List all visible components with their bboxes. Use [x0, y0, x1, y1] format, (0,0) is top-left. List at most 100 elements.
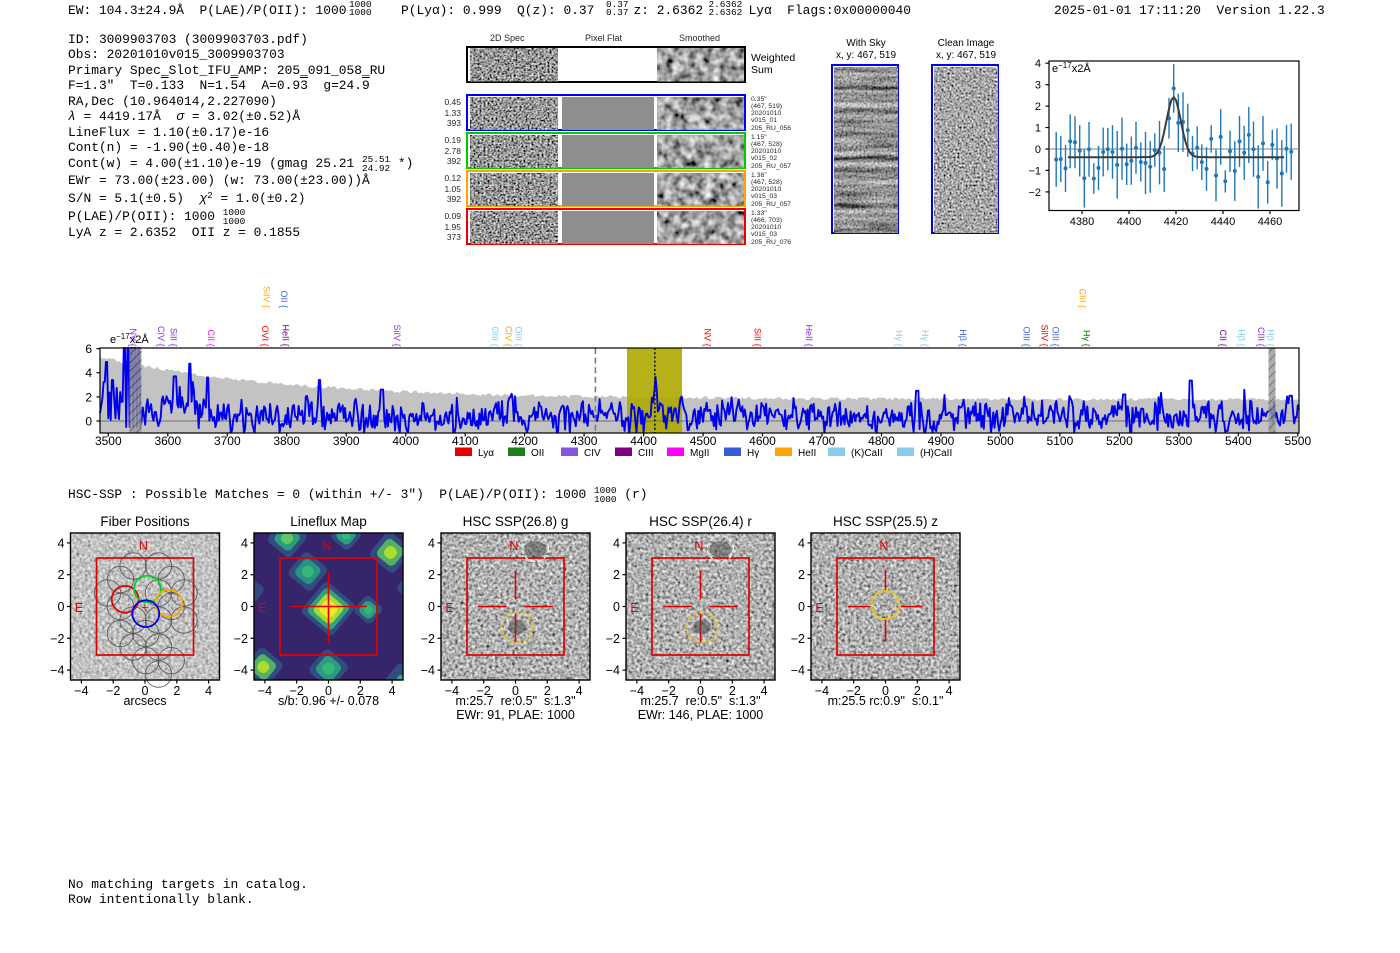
svg-text:4600: 4600 — [749, 434, 776, 448]
svg-text:4900: 4900 — [928, 434, 955, 448]
svg-text:−2: −2 — [50, 632, 64, 646]
svg-text:−1: −1 — [1028, 165, 1041, 177]
svg-text:SiII {: SiII { — [753, 328, 763, 347]
svg-text:2: 2 — [798, 568, 805, 582]
svg-text:4: 4 — [205, 684, 212, 698]
svg-text:4: 4 — [241, 536, 248, 550]
svg-text:4: 4 — [389, 684, 396, 698]
svg-text:HeII {: HeII { — [280, 324, 290, 346]
svg-text:0: 0 — [512, 684, 519, 698]
svg-text:−2: −2 — [847, 684, 861, 698]
svg-text:+: + — [141, 600, 149, 615]
svg-text:(H)CaII: (H)CaII — [920, 448, 952, 459]
svg-text:−2: −2 — [106, 684, 120, 698]
svg-text:4: 4 — [428, 536, 435, 550]
svg-text:0: 0 — [882, 684, 889, 698]
svg-text:OIII {: OIII { — [1022, 326, 1032, 346]
svg-text:−4: −4 — [791, 664, 805, 678]
svg-text:4: 4 — [58, 536, 65, 550]
svg-text:HeII: HeII — [798, 448, 816, 459]
svg-text:4380: 4380 — [1070, 216, 1094, 228]
svg-text:OIII {: OIII { — [1051, 326, 1061, 346]
svg-text:0: 0 — [613, 600, 620, 614]
svg-text:0: 0 — [798, 600, 805, 614]
svg-text:2: 2 — [241, 568, 248, 582]
svg-text:3600: 3600 — [154, 434, 181, 448]
svg-text:(K)CaII: (K)CaII — [851, 448, 883, 459]
svg-text:CIII {: CIII { — [1256, 327, 1266, 347]
svg-text:N: N — [139, 539, 148, 553]
svg-text:SiIV {: SiIV { — [1040, 324, 1050, 346]
svg-text:4400: 4400 — [630, 434, 657, 448]
svg-text:2: 2 — [173, 684, 180, 698]
svg-text:4200: 4200 — [511, 434, 538, 448]
svg-text:4420: 4420 — [1164, 216, 1188, 228]
svg-text:Lyα: Lyα — [478, 448, 494, 459]
svg-text:HSC SSP(26.4) r: HSC SSP(26.4) r — [649, 514, 752, 529]
svg-text:4: 4 — [946, 684, 953, 698]
svg-text:Fiber Positions: Fiber Positions — [100, 514, 190, 529]
svg-text:4100: 4100 — [452, 434, 479, 448]
svg-text:CIII {: CIII { — [1077, 288, 1087, 308]
svg-text:NV {: NV { — [703, 328, 713, 346]
svg-text:OII {: OII { — [279, 290, 289, 308]
svg-text:4: 4 — [613, 536, 620, 550]
svg-text:E: E — [815, 601, 823, 615]
svg-text:4700: 4700 — [809, 434, 836, 448]
svg-text:5000: 5000 — [987, 434, 1014, 448]
svg-text:5500: 5500 — [1284, 434, 1311, 448]
svg-text:−4: −4 — [815, 684, 829, 698]
svg-text:MgII: MgII — [690, 448, 709, 459]
svg-text:5200: 5200 — [1106, 434, 1133, 448]
svg-text:CIV {: CIV { — [503, 326, 513, 347]
svg-text:1: 1 — [1035, 123, 1041, 135]
svg-text:Hβ {: Hβ { — [958, 329, 968, 346]
svg-text:NV {: NV { — [128, 328, 138, 346]
svg-text:Hβ {: Hβ { — [1266, 329, 1276, 346]
svg-text:SiIV {: SiIV { — [261, 286, 271, 308]
svg-text:SiIV {: SiIV { — [392, 324, 402, 346]
svg-text:−2: −2 — [791, 632, 805, 646]
svg-text:HSC SSP(25.5) z: HSC SSP(25.5) z — [833, 514, 938, 529]
svg-text:−4: −4 — [606, 664, 620, 678]
svg-text:OVI {: OVI { — [260, 325, 270, 346]
svg-text:N: N — [694, 539, 703, 553]
svg-text:4: 4 — [85, 366, 92, 380]
svg-text:CIII: CIII — [638, 448, 654, 459]
svg-text:OIII {: OIII { — [490, 326, 500, 346]
svg-text:Hγ {: Hγ { — [1081, 330, 1091, 347]
svg-text:4: 4 — [1035, 58, 1041, 70]
svg-text:4: 4 — [798, 536, 805, 550]
svg-text:−2: −2 — [421, 632, 435, 646]
svg-text:N: N — [509, 539, 518, 553]
svg-text:N: N — [879, 539, 888, 553]
svg-text:E: E — [75, 601, 83, 615]
svg-text:0: 0 — [142, 684, 149, 698]
svg-text:4440: 4440 — [1211, 216, 1235, 228]
svg-text:2: 2 — [613, 568, 620, 582]
svg-text:E: E — [445, 601, 453, 615]
svg-text:4460: 4460 — [1258, 216, 1282, 228]
svg-text:−2: −2 — [606, 632, 620, 646]
svg-text:4000: 4000 — [392, 434, 419, 448]
svg-text:Hβ {: Hβ { — [1236, 329, 1246, 346]
svg-text:−2: −2 — [477, 684, 491, 698]
svg-text:6: 6 — [85, 342, 92, 356]
svg-text:4800: 4800 — [868, 434, 895, 448]
svg-text:−4: −4 — [421, 664, 435, 678]
svg-text:−2: −2 — [290, 684, 304, 698]
svg-text:4500: 4500 — [690, 434, 717, 448]
svg-text:5400: 5400 — [1225, 434, 1252, 448]
svg-text:−4: −4 — [234, 664, 248, 678]
svg-text:CIV {: CIV { — [156, 326, 166, 347]
svg-text:HeII {: HeII { — [804, 324, 814, 346]
svg-text:Hγ: Hγ — [747, 448, 759, 459]
svg-text:2: 2 — [544, 684, 551, 698]
svg-text:2: 2 — [914, 684, 921, 698]
svg-text:E: E — [258, 601, 266, 615]
svg-text:4300: 4300 — [571, 434, 598, 448]
svg-text:−4: −4 — [74, 684, 88, 698]
svg-text:4: 4 — [576, 684, 583, 698]
svg-text:CII {: CII { — [1218, 329, 1228, 346]
svg-text:−4: −4 — [50, 664, 64, 678]
